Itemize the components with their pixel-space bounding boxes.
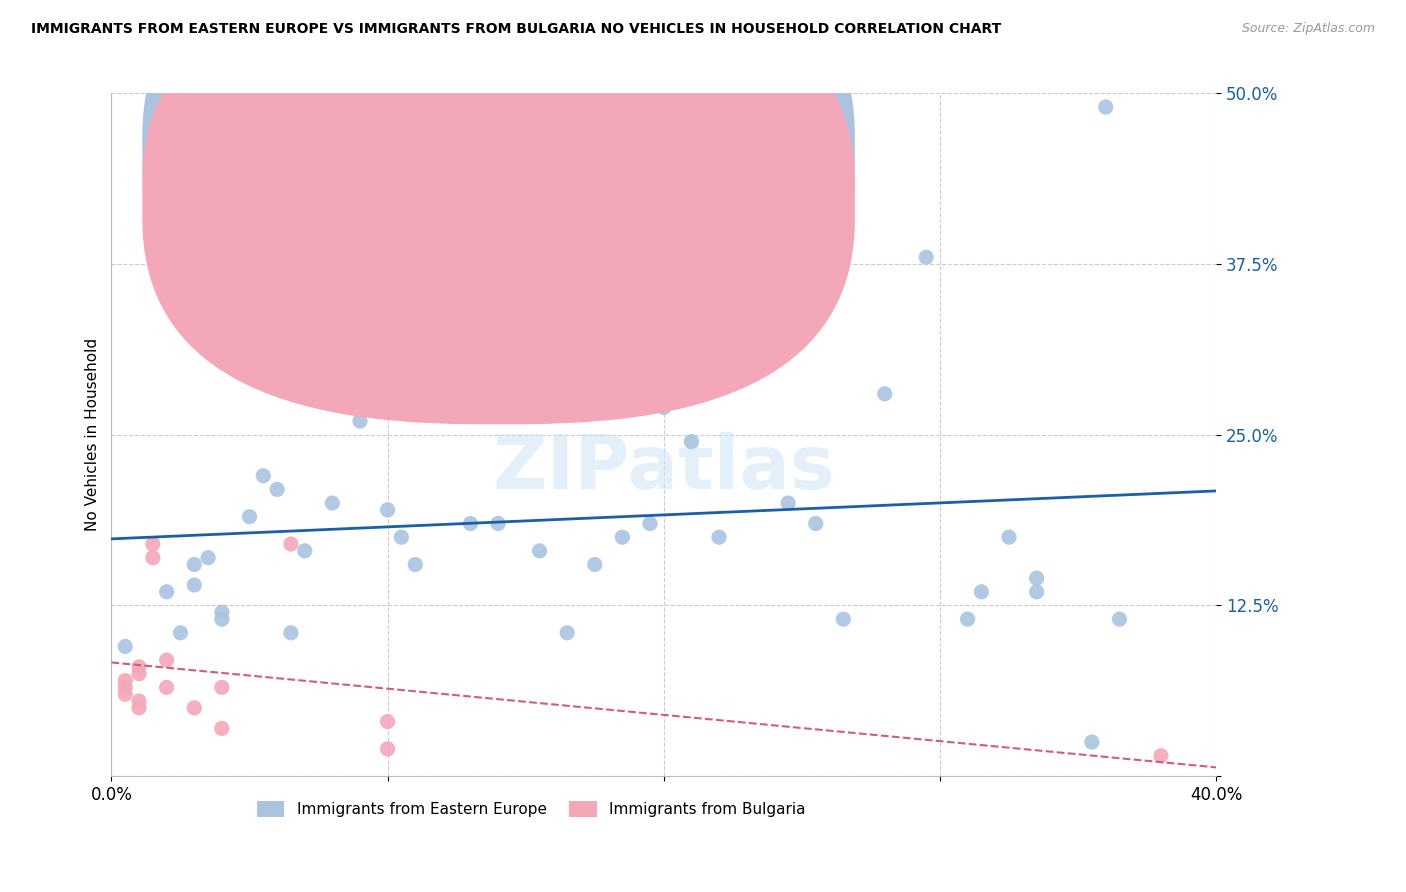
- Point: [460, 516, 482, 531]
- Point: [142, 550, 165, 565]
- Text: IMMIGRANTS FROM EASTERN EUROPE VS IMMIGRANTS FROM BULGARIA NO VEHICLES IN HOUSEH: IMMIGRANTS FROM EASTERN EUROPE VS IMMIGR…: [31, 22, 1001, 37]
- Point: [1081, 735, 1104, 749]
- Point: [211, 722, 233, 736]
- Point: [970, 584, 993, 599]
- Point: [529, 544, 551, 558]
- Point: [956, 612, 979, 626]
- Point: [114, 687, 136, 701]
- Point: [142, 537, 165, 551]
- Point: [915, 250, 938, 264]
- Point: [128, 694, 150, 708]
- Point: [707, 530, 730, 544]
- Point: [128, 660, 150, 674]
- Point: [156, 653, 179, 667]
- Point: [432, 359, 454, 374]
- Y-axis label: No Vehicles in Household: No Vehicles in Household: [86, 338, 100, 532]
- Text: R = -0.099   N = 18: R = -0.099 N = 18: [540, 191, 703, 210]
- Point: [555, 625, 578, 640]
- Point: [211, 605, 233, 619]
- Point: [377, 742, 399, 756]
- Point: [183, 558, 205, 572]
- Point: [804, 516, 827, 531]
- Point: [128, 666, 150, 681]
- Point: [238, 509, 260, 524]
- Point: [114, 681, 136, 695]
- Point: [404, 558, 426, 572]
- Point: [998, 530, 1021, 544]
- Point: [169, 625, 191, 640]
- Point: [1150, 748, 1173, 763]
- Point: [114, 640, 136, 654]
- Point: [583, 558, 606, 572]
- Point: [1025, 584, 1047, 599]
- Point: [778, 496, 800, 510]
- FancyBboxPatch shape: [142, 0, 855, 425]
- Point: [349, 414, 371, 428]
- Point: [156, 584, 179, 599]
- Point: [211, 681, 233, 695]
- FancyBboxPatch shape: [443, 117, 830, 236]
- Point: [266, 483, 288, 497]
- Point: [211, 612, 233, 626]
- Point: [225, 169, 247, 183]
- Point: [114, 673, 136, 688]
- Point: [183, 701, 205, 715]
- Point: [156, 681, 179, 695]
- Point: [749, 359, 772, 374]
- Point: [1108, 612, 1130, 626]
- Point: [612, 530, 634, 544]
- Point: [638, 516, 661, 531]
- Point: [321, 496, 343, 510]
- Point: [652, 401, 675, 415]
- Text: ZIPatlas: ZIPatlas: [492, 433, 835, 506]
- Point: [486, 516, 509, 531]
- Text: R =  0.097   N = 44: R = 0.097 N = 44: [540, 145, 702, 162]
- Point: [183, 578, 205, 592]
- Text: Source: ZipAtlas.com: Source: ZipAtlas.com: [1241, 22, 1375, 36]
- FancyBboxPatch shape: [142, 0, 855, 376]
- Point: [252, 468, 274, 483]
- Point: [377, 503, 399, 517]
- Point: [128, 701, 150, 715]
- Point: [294, 544, 316, 558]
- Point: [377, 714, 399, 729]
- Point: [389, 530, 412, 544]
- Point: [832, 612, 855, 626]
- Point: [280, 625, 302, 640]
- Point: [681, 434, 703, 449]
- Point: [873, 386, 896, 401]
- Point: [1094, 100, 1116, 114]
- Point: [1025, 571, 1047, 585]
- Legend: Immigrants from Eastern Europe, Immigrants from Bulgaria: Immigrants from Eastern Europe, Immigran…: [250, 795, 811, 823]
- Point: [280, 537, 302, 551]
- Point: [197, 550, 219, 565]
